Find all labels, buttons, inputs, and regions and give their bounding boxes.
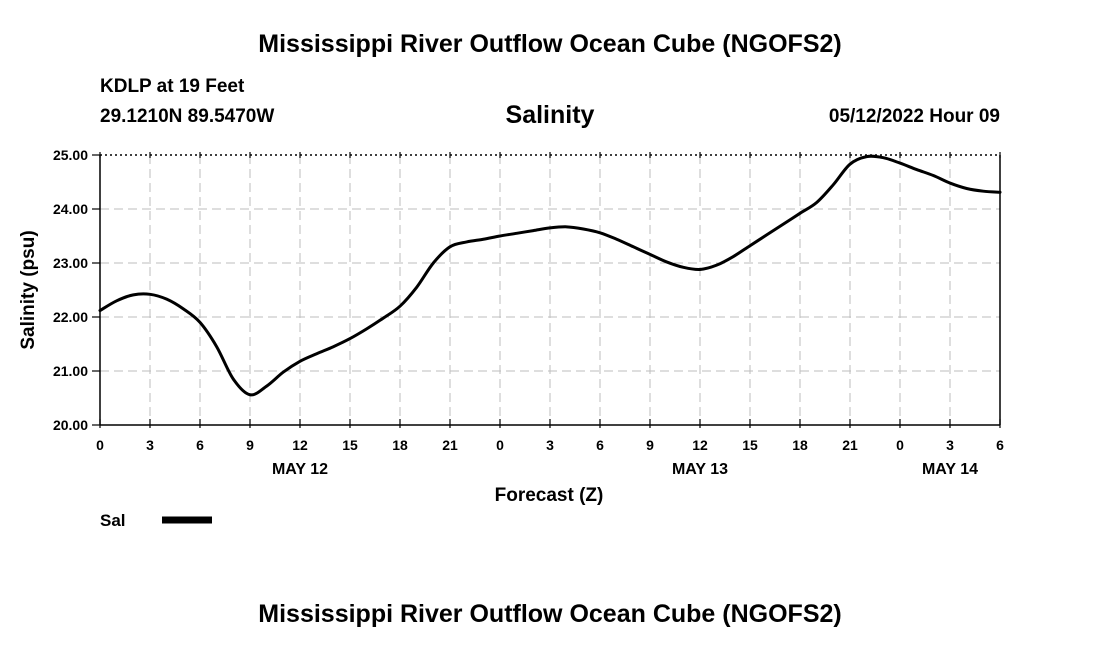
y-tick-label: 21.00 [53,363,88,379]
grid [100,154,1000,425]
x-tick-label: 18 [792,437,808,453]
y-axis-label: Salinity (psu) [18,230,39,349]
x-tick-label: 3 [146,437,154,453]
y-tick-label: 24.00 [53,201,88,217]
date-label: MAY 12 [272,461,328,478]
y-tick-label: 22.00 [53,309,88,325]
chart-title-top: Mississippi River Outflow Ocean Cube (NG… [258,30,842,58]
legend-label: Sal [100,511,126,530]
x-tick-label: 12 [292,437,308,453]
run-time: 05/12/2022 Hour 09 [828,106,1000,127]
x-axis-label: Forecast (Z) [495,485,604,506]
y-tick-label: 25.00 [53,147,88,163]
date-label: MAY 14 [922,461,978,478]
y-tick-label: 20.00 [53,417,88,433]
x-tick-label: 12 [692,437,708,453]
x-tick-label: 9 [246,437,254,453]
plot-title: Salinity [505,101,595,129]
series-line-sal [98,154,1002,397]
x-tick-label: 0 [496,437,504,453]
x-tick-label: 21 [442,437,458,453]
y-axis: 20.00 21.00 22.00 23.00 24.00 25.00 [53,147,100,433]
x-tick-label: 0 [896,437,904,453]
x-tick-label: 6 [596,437,604,453]
x-tick-label: 18 [392,437,408,453]
x-tick-label: 6 [196,437,204,453]
x-tick-label: 6 [996,437,1004,453]
x-tick-label: 15 [742,437,758,453]
x-tick-label: 0 [96,437,104,453]
chart-title-bottom: Mississippi River Outflow Ocean Cube (NG… [258,600,842,628]
legend: Sal [100,511,212,530]
x-tick-label: 15 [342,437,358,453]
y-tick-label: 23.00 [53,255,88,271]
station-coordinates: 29.1210N 89.5470W [100,106,275,127]
date-labels: MAY 12 MAY 13 MAY 14 [272,461,978,478]
x-axis: 0 3 6 9 12 15 18 21 0 3 6 9 12 15 18 21 0 3 6 [96,152,1004,453]
x-tick-label: 21 [842,437,858,453]
date-label: MAY 13 [672,461,728,478]
x-tick-label: 3 [946,437,954,453]
station-name: KDLP at 19 Feet [100,76,245,97]
x-tick-label: 3 [546,437,554,453]
series [98,154,1002,397]
x-tick-label: 9 [646,437,654,453]
